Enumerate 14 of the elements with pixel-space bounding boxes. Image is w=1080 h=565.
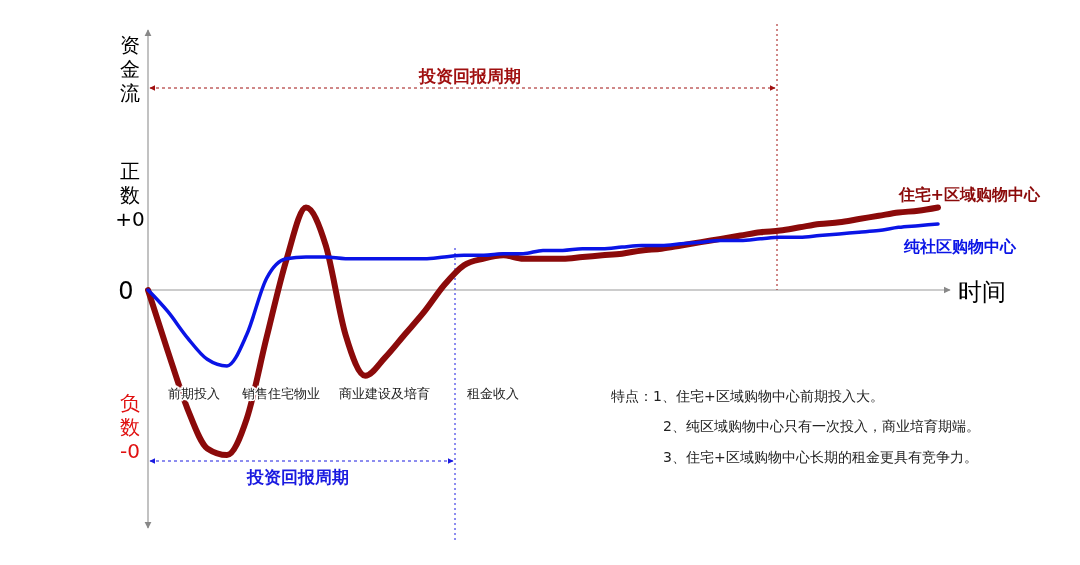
annotation: 租金收入 bbox=[467, 386, 519, 401]
text: 0 bbox=[118, 277, 134, 305]
annotation: 2、纯区域购物中心只有一次投入，商业培育期端。 bbox=[663, 418, 980, 434]
annotation: 特点：1、住宅+区域购物中心前期投入大。 bbox=[611, 388, 884, 404]
text: 投资回报周期 bbox=[418, 66, 521, 86]
annotation: 3、住宅+区域购物中心长期的租金更具有竞争力。 bbox=[663, 449, 978, 465]
annotation: 商业建设及培育 bbox=[338, 386, 430, 401]
text: 正数+0 bbox=[115, 159, 145, 231]
x-axis-title: 时间 bbox=[958, 278, 1006, 306]
series-label: 住宅+区域购物中心 bbox=[897, 185, 1041, 204]
series-label: 纯社区购物中心 bbox=[903, 237, 1017, 256]
text: 投资回报周期 bbox=[246, 467, 349, 487]
text: 资金流 bbox=[120, 33, 140, 105]
text: 负数-0 bbox=[120, 391, 140, 463]
